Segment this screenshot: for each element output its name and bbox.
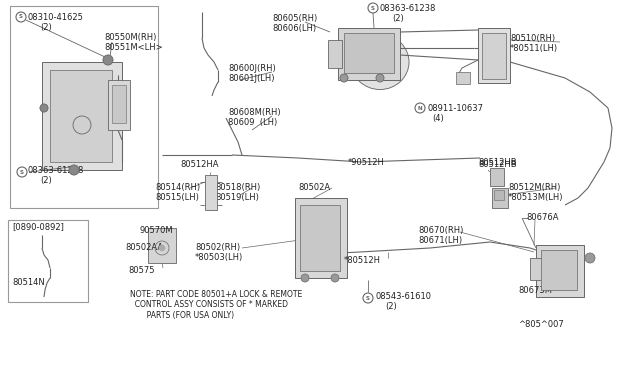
Text: 80502(RH): 80502(RH) [195, 243, 240, 252]
Bar [530, 258, 542, 280]
Circle shape [585, 253, 595, 263]
Text: *90512H: *90512H [348, 158, 385, 167]
Bar [50, 70, 112, 162]
Text: *80511(LH): *80511(LH) [510, 44, 558, 53]
Text: 80608M(RH): 80608M(RH) [228, 108, 280, 117]
Text: 80600J(RH): 80600J(RH) [228, 64, 276, 73]
Bar [205, 175, 217, 210]
Bar [478, 28, 510, 83]
Bar [492, 188, 508, 208]
Bar [8, 220, 88, 302]
Text: 08363-61238: 08363-61238 [380, 4, 436, 13]
Circle shape [159, 245, 165, 251]
Text: 80514(RH): 80514(RH) [155, 183, 200, 192]
Circle shape [301, 274, 309, 282]
Text: (2): (2) [40, 23, 52, 32]
Text: 08911-10637: 08911-10637 [427, 104, 483, 113]
Bar [338, 28, 400, 80]
Text: 08363-61238: 08363-61238 [28, 166, 84, 175]
Text: S: S [20, 170, 24, 174]
Text: 80670(RH): 80670(RH) [418, 226, 463, 235]
Bar [482, 33, 506, 79]
Text: 08543-61610: 08543-61610 [375, 292, 431, 301]
Text: 90570M: 90570M [140, 226, 173, 235]
Text: (2): (2) [392, 14, 404, 23]
Bar [328, 40, 342, 68]
Text: NOTE: PART CODE 80501+A LOCK & REMOTE
  CONTROL ASSY CONSISTS OF * MARKED
      : NOTE: PART CODE 80501+A LOCK & REMOTE CO… [130, 290, 302, 320]
Text: 80671(LH): 80671(LH) [418, 236, 462, 245]
Circle shape [40, 104, 48, 112]
Text: ^805^007: ^805^007 [518, 320, 564, 329]
Circle shape [103, 55, 113, 65]
Circle shape [331, 274, 339, 282]
Text: 80609  (LH): 80609 (LH) [228, 118, 277, 127]
Bar [295, 198, 347, 278]
Text: 80502AA: 80502AA [125, 243, 163, 252]
Text: (2): (2) [40, 176, 52, 185]
Bar [10, 6, 158, 208]
Circle shape [340, 74, 348, 82]
Text: 80502A: 80502A [298, 183, 330, 192]
Bar [494, 190, 504, 200]
Text: S: S [371, 6, 375, 10]
Text: S: S [366, 295, 370, 301]
Bar [112, 85, 126, 123]
Text: *80503(LH): *80503(LH) [195, 253, 243, 262]
Text: 08310-41625: 08310-41625 [28, 13, 84, 22]
Text: 80575: 80575 [128, 266, 154, 275]
Text: [0890-0892]: [0890-0892] [12, 222, 64, 231]
Text: 80550M(RH): 80550M(RH) [104, 33, 156, 42]
Text: 80676A: 80676A [526, 213, 559, 222]
Text: 80515(LH): 80515(LH) [155, 193, 199, 202]
Bar [456, 72, 470, 84]
Text: (2): (2) [385, 302, 397, 311]
Bar [148, 228, 176, 263]
Text: 80512HA: 80512HA [180, 160, 218, 169]
Bar [541, 250, 577, 290]
Bar [108, 80, 130, 130]
Text: 80510(RH): 80510(RH) [510, 34, 555, 43]
Bar [490, 168, 504, 186]
Text: 80519(LH): 80519(LH) [215, 193, 259, 202]
Text: 80673M: 80673M [518, 286, 552, 295]
Bar [344, 33, 394, 73]
Text: N: N [418, 106, 422, 110]
Text: *80512H: *80512H [344, 256, 381, 265]
Text: 80551M<LH>: 80551M<LH> [104, 43, 163, 52]
Bar [536, 245, 584, 297]
Ellipse shape [351, 35, 409, 90]
Bar [300, 205, 340, 271]
Text: S: S [19, 15, 23, 19]
Circle shape [69, 165, 79, 175]
Circle shape [376, 74, 384, 82]
Text: 80514N: 80514N [12, 278, 45, 287]
Bar [42, 62, 122, 170]
Text: 80512HB: 80512HB [478, 158, 516, 167]
Text: 80518(RH): 80518(RH) [215, 183, 260, 192]
Text: *80513M(LH): *80513M(LH) [508, 193, 563, 202]
Text: (4): (4) [432, 114, 444, 123]
Text: 80605(RH): 80605(RH) [272, 14, 317, 23]
Text: 80512M(RH): 80512M(RH) [508, 183, 561, 192]
Text: 80601J(LH): 80601J(LH) [228, 74, 275, 83]
Text: 80512HB: 80512HB [478, 160, 516, 169]
Text: 80606(LH): 80606(LH) [272, 24, 316, 33]
